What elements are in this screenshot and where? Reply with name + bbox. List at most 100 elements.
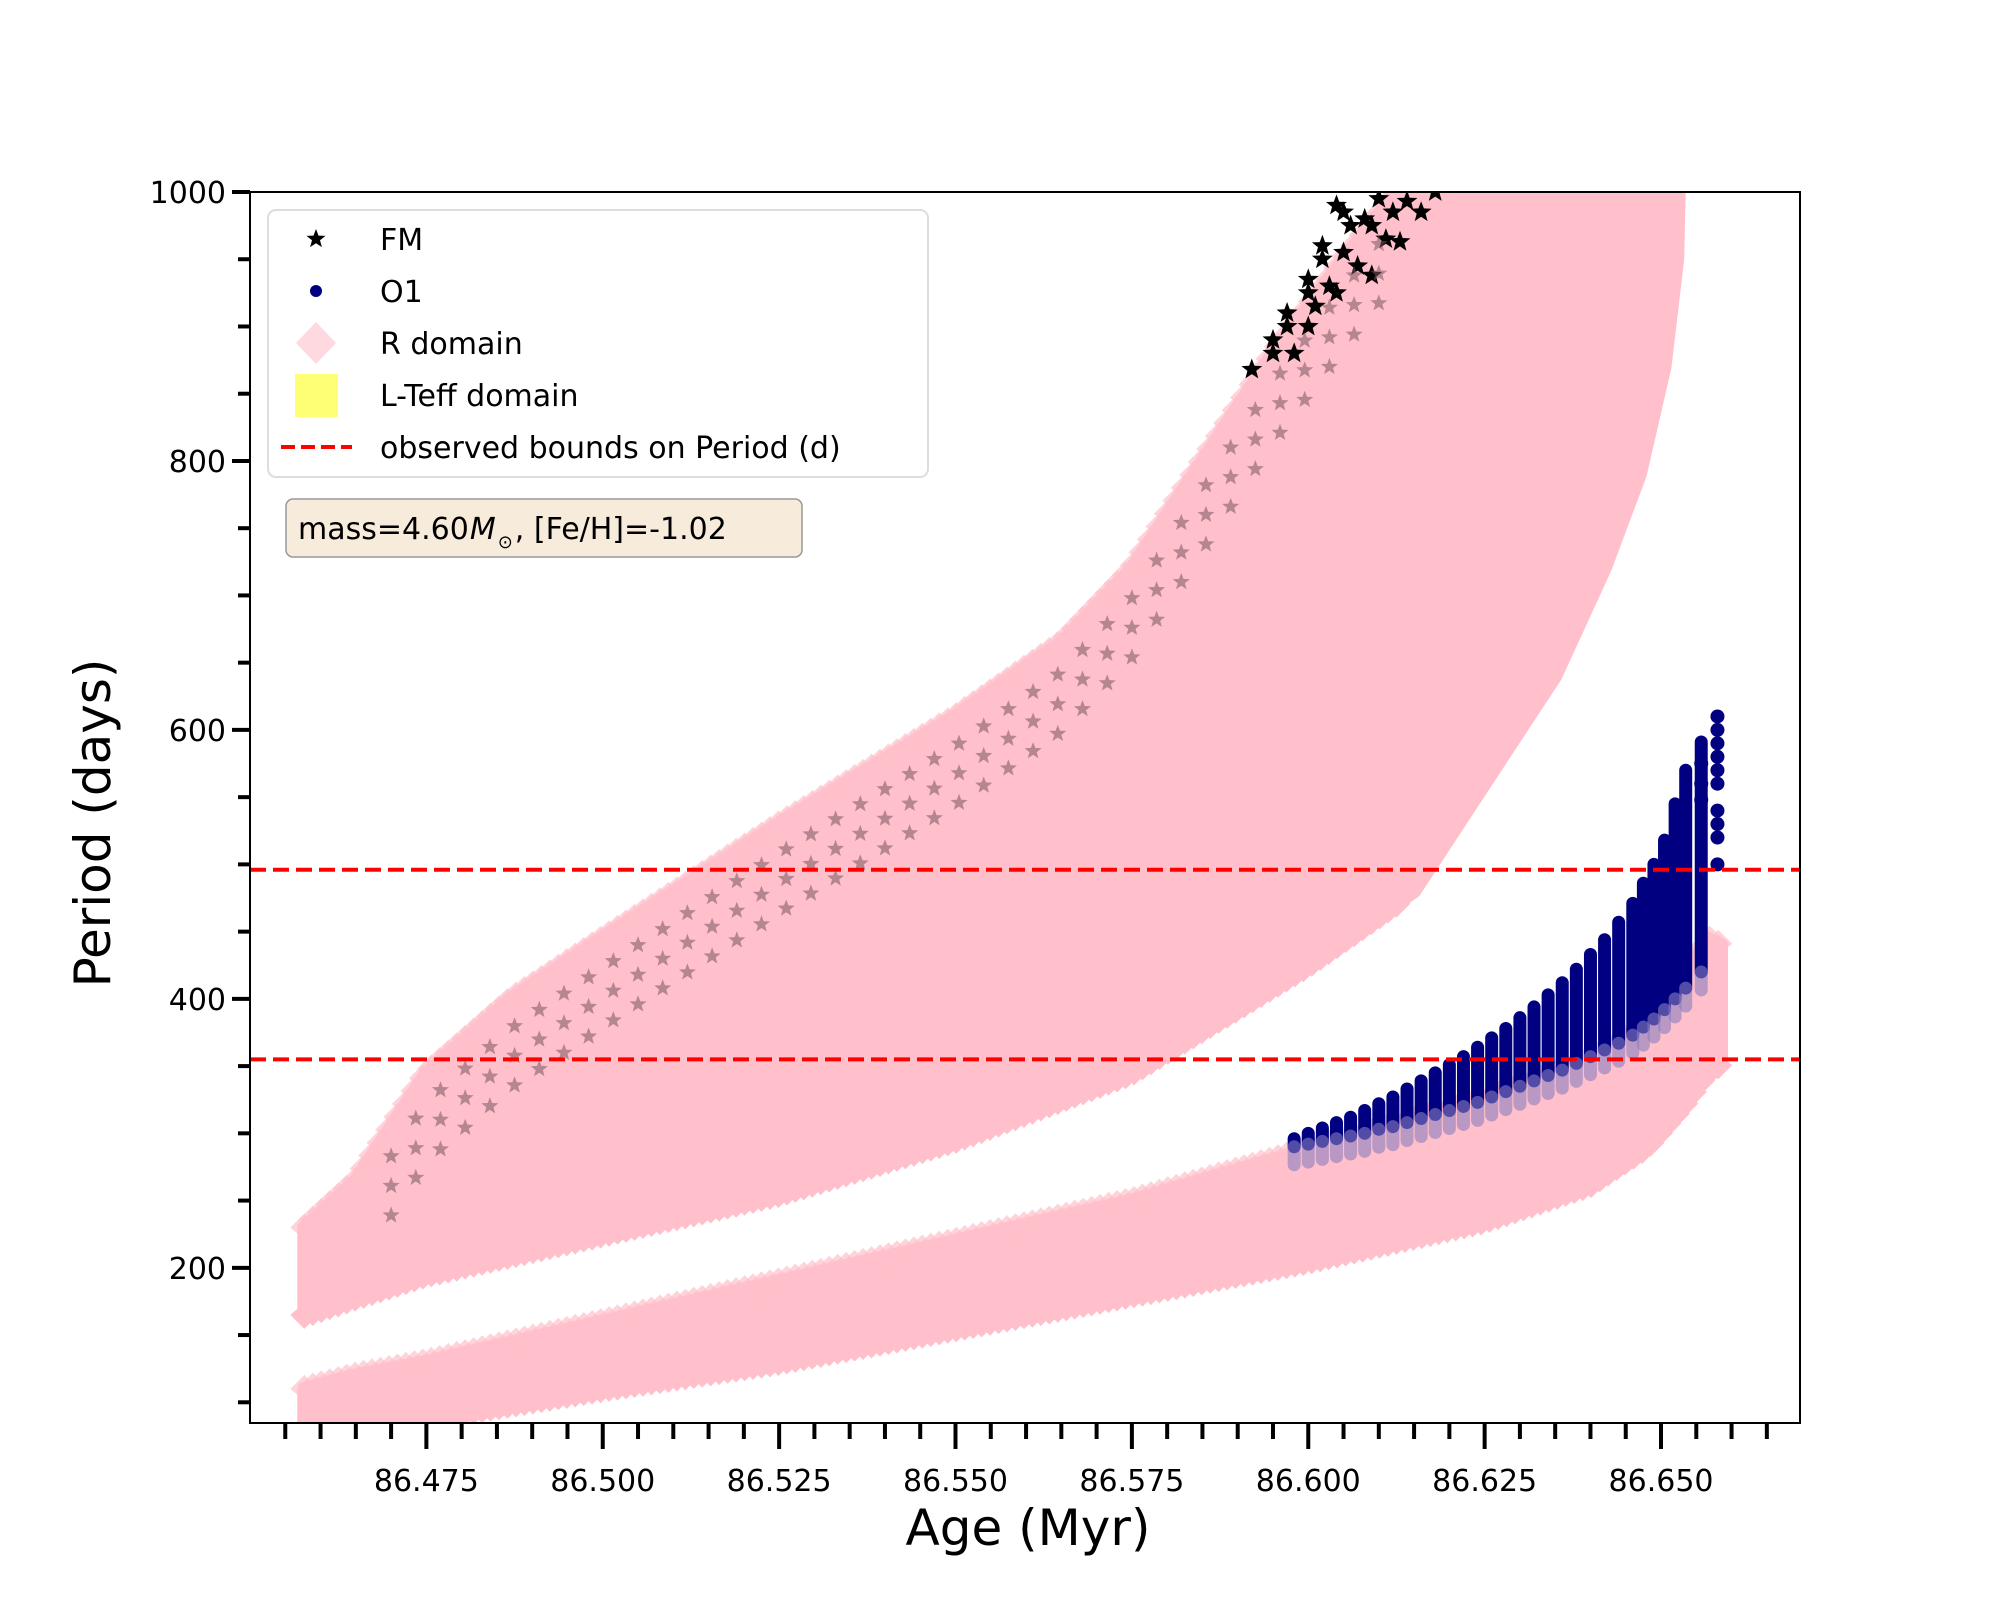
legend-label-observed-bounds: observed bounds on Period (d) bbox=[380, 431, 841, 466]
fm-star-point bbox=[802, 854, 820, 872]
legend-item-observed-bounds: observed bounds on Period (d) bbox=[281, 431, 841, 466]
fm-star-point bbox=[1262, 328, 1284, 349]
circle-marker-icon bbox=[310, 285, 322, 297]
fm-star-point bbox=[703, 917, 721, 934]
o1-point bbox=[1710, 776, 1725, 791]
fm-star-point bbox=[999, 729, 1017, 746]
r-domain-diamond bbox=[1009, 654, 1038, 681]
r-domain-diamond bbox=[1026, 642, 1055, 669]
r-domain-diamond bbox=[332, 1174, 361, 1201]
r-domain-diamond bbox=[417, 1054, 446, 1081]
r-domain-diamond bbox=[1035, 636, 1064, 663]
fm-star-point bbox=[1246, 430, 1264, 447]
r-domain-diamond bbox=[485, 995, 514, 1022]
fm-star-point bbox=[1123, 589, 1141, 606]
fm-star-point bbox=[604, 981, 622, 998]
fm-star-point bbox=[506, 1076, 524, 1093]
fm-star-point bbox=[1297, 268, 1319, 289]
r-domain-diamond bbox=[1196, 435, 1225, 462]
fm-star-point bbox=[1382, 201, 1404, 222]
fm-star-point bbox=[1296, 361, 1314, 378]
fm-star-point bbox=[629, 936, 647, 953]
fm-star-point bbox=[1428, 192, 1442, 201]
fm-star-point bbox=[1311, 248, 1333, 269]
fm-star-point bbox=[1326, 281, 1347, 302]
fm-star-point bbox=[1123, 648, 1141, 665]
fm-star-point bbox=[530, 1030, 548, 1047]
fm-star-point bbox=[1148, 581, 1166, 598]
fm-star-point bbox=[728, 872, 746, 889]
r-domain-diamond bbox=[1230, 383, 1259, 410]
fm-star-point bbox=[1304, 295, 1326, 316]
o1-point bbox=[1710, 830, 1725, 845]
fm-star-point bbox=[925, 809, 943, 826]
fm-star-point bbox=[654, 920, 672, 937]
r-domain-diamond bbox=[324, 1182, 353, 1209]
r-domain-diamond bbox=[391, 1090, 420, 1117]
r-domain-diamond bbox=[451, 1024, 480, 1051]
fm-star-point bbox=[1370, 294, 1388, 311]
r-domain-diamond bbox=[950, 696, 979, 723]
y-axis: 200 400 600 800 1000 bbox=[150, 176, 250, 1405]
r-domain-diamond bbox=[1060, 614, 1089, 641]
annotation-mass: mass=4.60 bbox=[298, 512, 469, 547]
fm-star-point bbox=[1271, 394, 1289, 411]
fm-star-point bbox=[925, 779, 943, 796]
fm-star-point bbox=[851, 795, 869, 812]
fm-star-point bbox=[456, 1089, 474, 1106]
fm-star-point bbox=[1024, 682, 1042, 700]
r-domain-diamond bbox=[1382, 192, 1411, 204]
fm-star-point bbox=[580, 997, 598, 1015]
r-domain-diamond bbox=[1204, 422, 1233, 449]
fm-star-point bbox=[1345, 266, 1363, 283]
fm-star-point bbox=[530, 1000, 548, 1018]
r-domain-diamond bbox=[1382, 891, 1411, 918]
fm-star-point bbox=[777, 840, 795, 857]
fm-star-point bbox=[1297, 315, 1319, 336]
fm-star-point bbox=[901, 794, 919, 811]
fm-star-point bbox=[925, 750, 943, 767]
fm-star-point bbox=[654, 949, 672, 966]
fm-star-point bbox=[1370, 264, 1388, 281]
fm-star-point bbox=[555, 1014, 573, 1031]
fm-star-point bbox=[950, 793, 968, 810]
legend-item-o1: O1 bbox=[310, 275, 423, 310]
fm-star-point bbox=[1073, 700, 1092, 717]
x-axis-label: Age (Myr) bbox=[906, 1499, 1151, 1557]
fm-star-point bbox=[431, 1140, 449, 1157]
fm-star-point bbox=[1347, 255, 1369, 275]
fm-star-point bbox=[1222, 438, 1240, 455]
r-domain-diamond bbox=[1077, 596, 1106, 623]
x-tick-label: 86.500 bbox=[550, 1464, 655, 1499]
fm-star-point bbox=[1073, 670, 1092, 687]
fm-star-point bbox=[1296, 390, 1314, 407]
fm-star-point bbox=[975, 717, 993, 734]
x-tick-label: 86.575 bbox=[1079, 1464, 1184, 1499]
fm-star-point bbox=[1172, 543, 1190, 560]
r-domain-diamond bbox=[442, 1032, 471, 1059]
observed-bounds bbox=[250, 867, 1800, 1062]
fm-star-point bbox=[876, 780, 894, 797]
fm-star-point bbox=[1410, 201, 1432, 222]
fm-star-point bbox=[1296, 331, 1314, 348]
fm-star-point bbox=[752, 885, 771, 902]
r-domain-diamond bbox=[1179, 460, 1208, 487]
fm-star-point bbox=[1123, 618, 1141, 635]
r-domain-diamond bbox=[1213, 409, 1242, 436]
fm-star-point bbox=[703, 947, 721, 964]
fm-star-point bbox=[629, 965, 647, 982]
r-domain-diamond bbox=[1221, 396, 1250, 423]
fm-star-point bbox=[1098, 674, 1116, 691]
fm-star-point bbox=[728, 901, 746, 918]
fm-star-point bbox=[1276, 302, 1298, 322]
fm-star-point bbox=[407, 1109, 425, 1126]
x-tick-label: 86.550 bbox=[903, 1464, 1008, 1499]
fm-star-point bbox=[1368, 192, 1390, 208]
o1-point bbox=[1710, 709, 1725, 724]
r-domain-diamond bbox=[408, 1064, 437, 1091]
fm-star-point bbox=[555, 984, 573, 1001]
annotation-sun-symbol: ⊙ bbox=[498, 532, 513, 553]
r-domain-diamond bbox=[1111, 561, 1140, 588]
fm-star-point bbox=[1354, 207, 1376, 228]
fm-star-point bbox=[1148, 610, 1166, 627]
